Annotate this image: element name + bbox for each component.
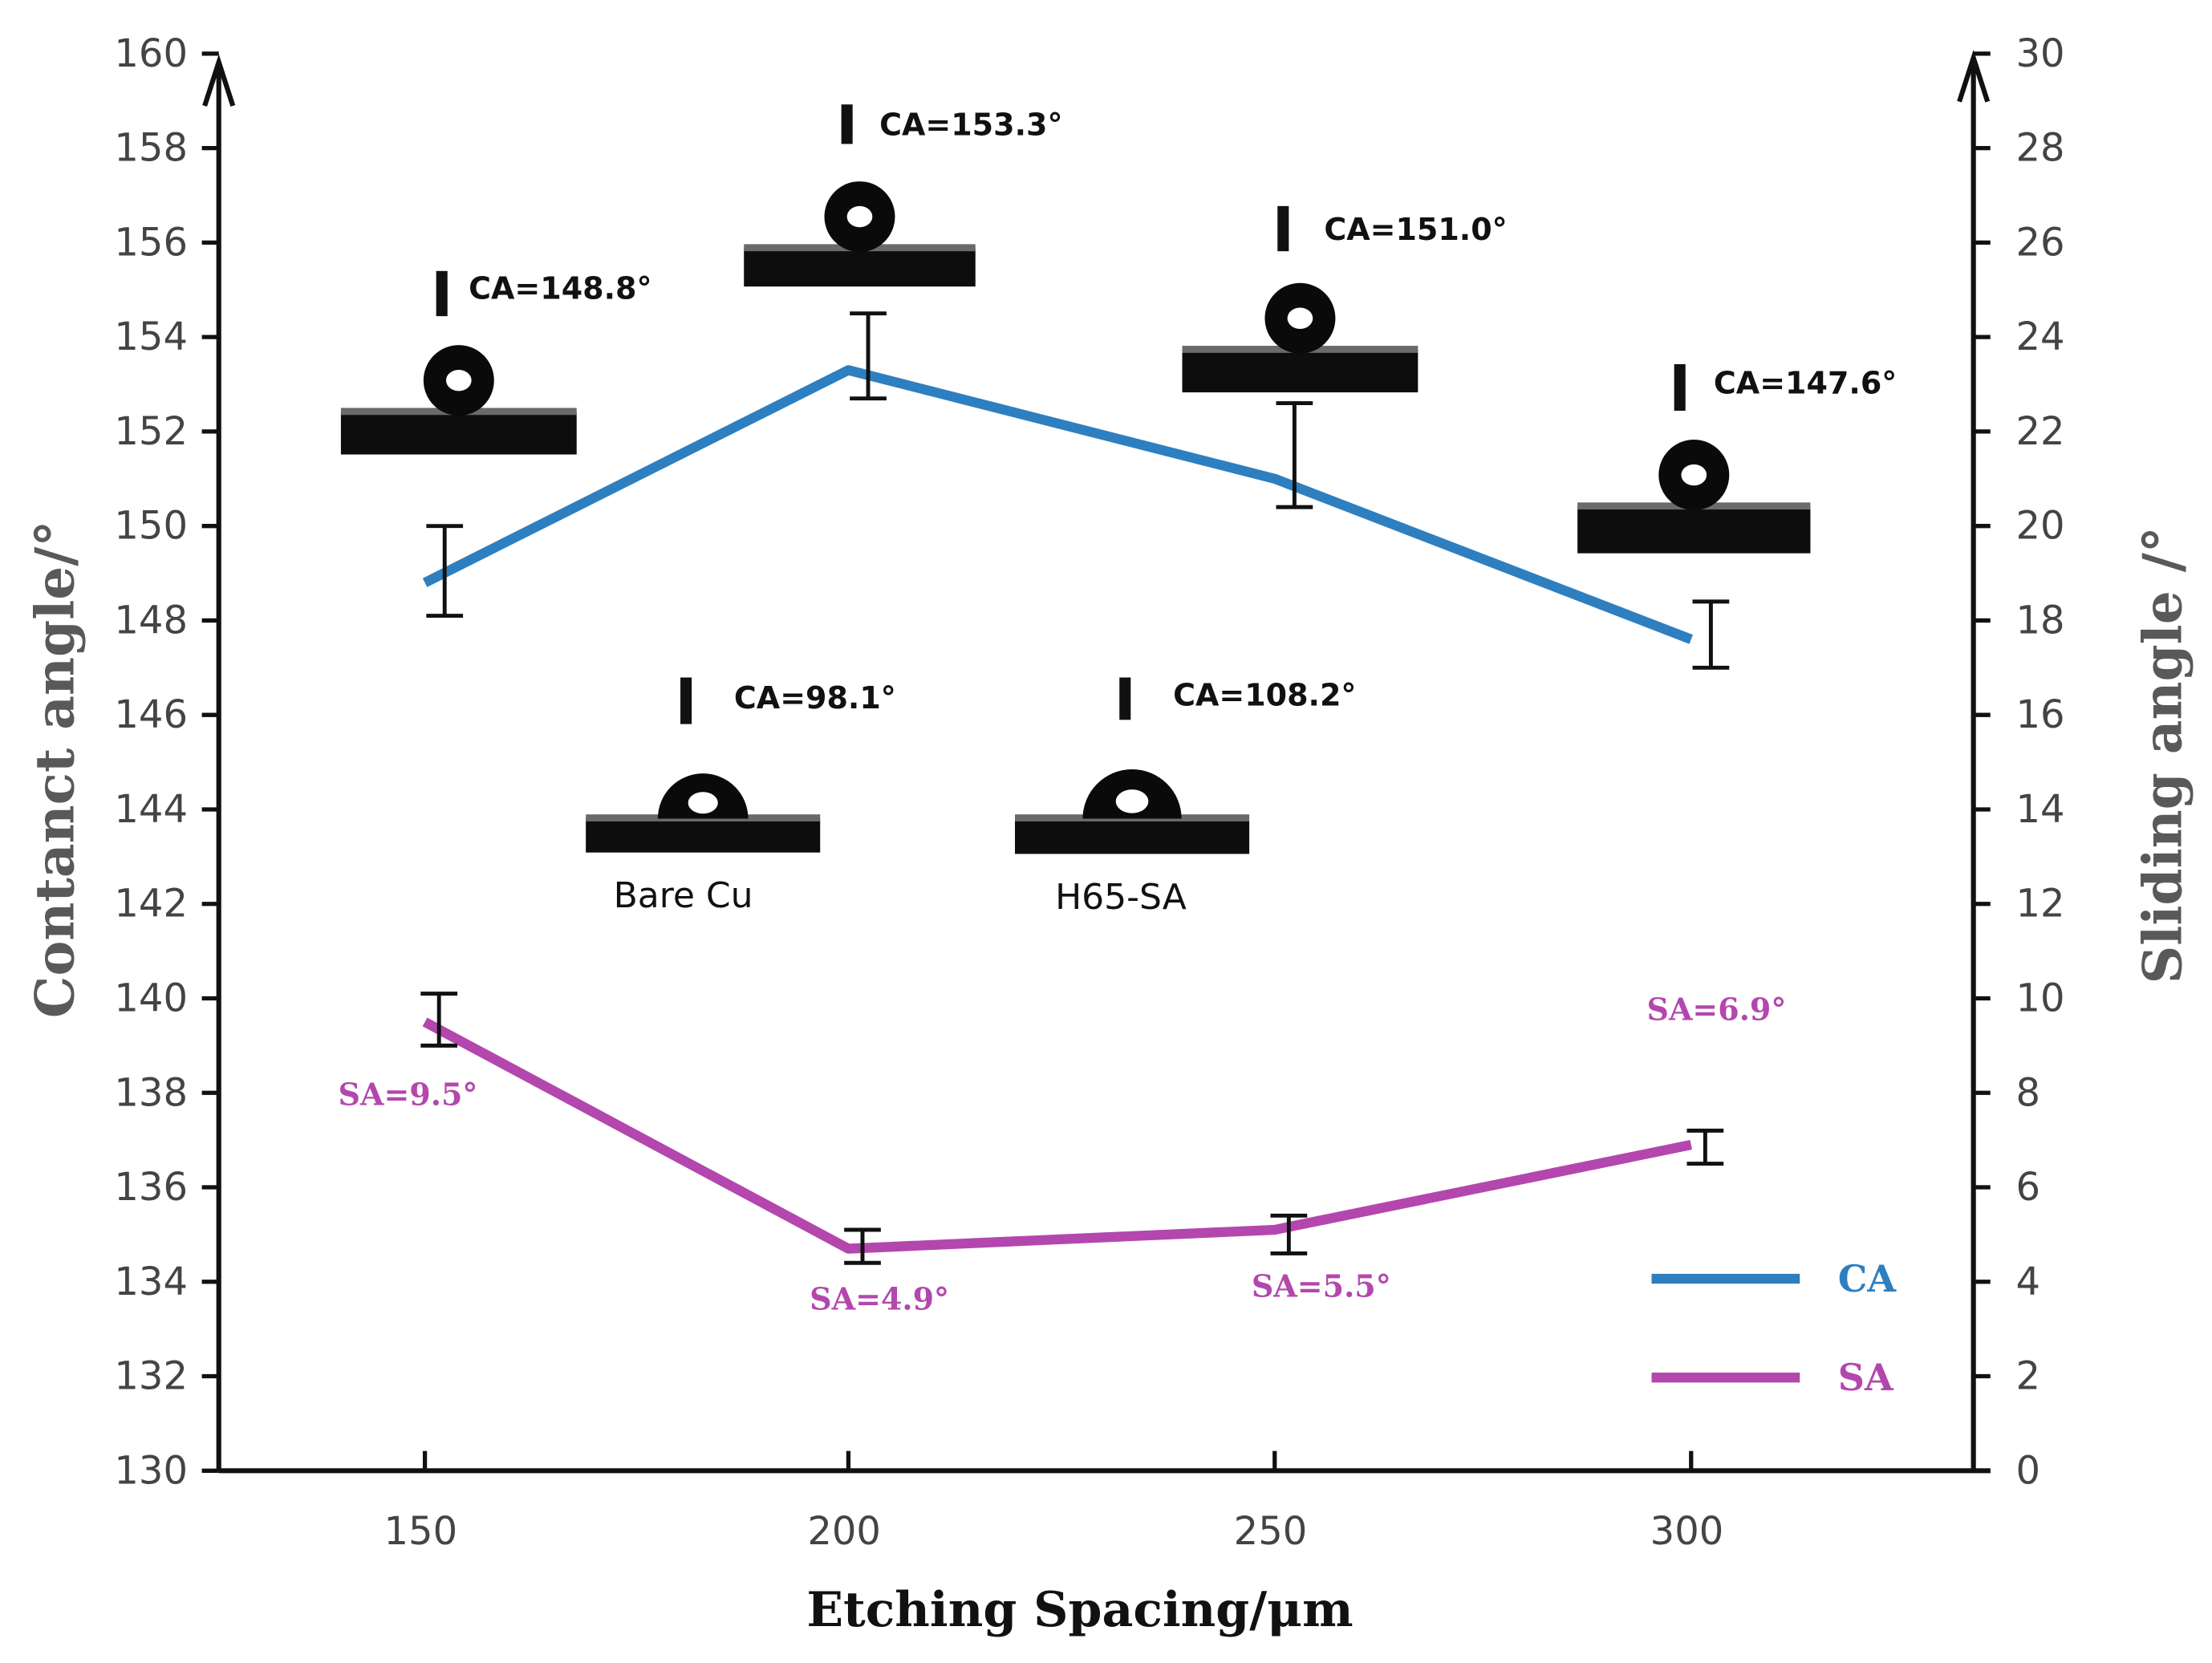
left-tick-label: 136 <box>114 1165 188 1210</box>
droplet-highlight <box>846 205 873 228</box>
droplet-photo-300 <box>1577 440 1811 554</box>
droplet-photo-250 <box>1182 282 1419 393</box>
left-tick-label: 154 <box>114 314 188 359</box>
x-tick-label: 300 <box>1650 1509 1724 1554</box>
sa-label: SA=5.5° <box>1252 1268 1391 1304</box>
legend-label-sa: SA <box>1838 1356 1894 1399</box>
sample-name-label: H65-SA <box>1055 877 1187 918</box>
left-tick-label: 146 <box>114 692 188 737</box>
series <box>420 311 1730 1265</box>
right-tick-label: 14 <box>2015 787 2064 832</box>
error-bar-ca <box>850 311 887 401</box>
legend: CA SA <box>1651 1257 1897 1399</box>
left-tick-label: 160 <box>114 31 188 76</box>
x-tick-label: 150 <box>384 1509 457 1554</box>
substrate <box>340 412 577 455</box>
x-tick-label: 200 <box>807 1509 881 1554</box>
right-tick-label: 0 <box>2015 1448 2040 1493</box>
error-bar-sa <box>844 1227 881 1265</box>
x-axis-title: Etching Spacing/μm <box>806 1582 1353 1638</box>
right-axis-title: Sliding angle /° <box>2131 526 2194 984</box>
right-tick-label: 4 <box>2015 1259 2040 1304</box>
right-tick-label: 16 <box>2015 692 2064 737</box>
left-axis-title: Contanct angle/° <box>23 521 86 1019</box>
droplet-highlight <box>1287 307 1313 329</box>
error-bar-sa <box>1686 1128 1724 1166</box>
annotations: CA=148.8° CA=153.3° CA=151.0° CA=147.6° CA=9… <box>339 107 1897 1317</box>
substrate <box>586 818 821 853</box>
right-axis-arrow-icon <box>1957 50 1991 103</box>
left-tick-label: 140 <box>114 975 188 1020</box>
droplet-photos <box>340 104 1811 854</box>
left-tick-label: 132 <box>114 1354 188 1399</box>
right-tick-label: 24 <box>2015 314 2064 359</box>
droplet-highlight <box>1115 789 1149 813</box>
droplet-photo-150 <box>340 345 577 455</box>
droplet-highlight <box>445 369 472 391</box>
left-tick-label: 152 <box>114 409 188 454</box>
right-tick-label: 2 <box>2015 1354 2040 1399</box>
droplet-photo-bare-cu <box>586 773 821 853</box>
error-bar-ca <box>1276 401 1313 509</box>
droplet-highlight <box>1681 464 1707 486</box>
left-tick-label: 142 <box>114 882 188 927</box>
error-bar-sa <box>1270 1213 1308 1255</box>
right-tick-label: 6 <box>2015 1165 2040 1210</box>
left-tick-label: 156 <box>114 220 188 265</box>
right-tick-label: 12 <box>2015 882 2064 927</box>
left-tick-label: 158 <box>114 126 188 171</box>
substrate <box>1015 818 1250 854</box>
droplet-photo-h65-sa <box>1015 769 1250 854</box>
left-tick-label: 148 <box>114 598 188 643</box>
ca-label: CA=151.0° <box>1324 212 1507 247</box>
ca-label: CA=153.3° <box>879 107 1062 143</box>
sample-name-label: Bare Cu <box>614 875 753 916</box>
left-tick-label: 134 <box>114 1259 188 1304</box>
x-tick-label: 250 <box>1234 1509 1308 1554</box>
right-tick-label: 8 <box>2015 1070 2040 1115</box>
error-bar-sa <box>420 992 458 1048</box>
series-line-sa <box>422 1017 1693 1254</box>
error-bar-ca <box>426 524 464 619</box>
right-tick-label: 10 <box>2015 975 2064 1020</box>
substrate <box>744 248 976 287</box>
needle-200 <box>841 104 853 144</box>
tick-labels: 1301321341361381401421441461481501521541… <box>23 31 2194 1638</box>
left-axis-arrow-icon <box>202 54 236 107</box>
ca-label: CA=147.6° <box>1714 366 1897 401</box>
needle-300 <box>1674 363 1686 411</box>
ca-label: CA=148.8° <box>469 271 651 306</box>
right-tick-label: 22 <box>2015 409 2064 454</box>
left-tick-label: 138 <box>114 1070 188 1115</box>
needle-h65-sa <box>1119 677 1131 720</box>
substrate <box>1182 350 1419 393</box>
substrate <box>1577 506 1811 554</box>
left-tick-label: 150 <box>114 504 188 549</box>
left-tick-label: 130 <box>114 1448 188 1493</box>
needle-bare-cu <box>680 677 692 724</box>
sa-label: SA=4.9° <box>810 1280 949 1316</box>
right-tick-label: 30 <box>2015 31 2064 76</box>
needle-250 <box>1277 205 1289 252</box>
series-line-ca <box>422 365 1693 644</box>
droplet-highlight <box>688 792 718 814</box>
droplet-photo-200 <box>744 181 976 287</box>
reference-ca-label: CA=98.1° <box>734 680 896 716</box>
right-tick-label: 28 <box>2015 126 2064 171</box>
right-tick-label: 20 <box>2015 504 2064 549</box>
left-tick-label: 144 <box>114 787 188 832</box>
right-tick-label: 18 <box>2015 598 2064 643</box>
right-tick-label: 26 <box>2015 220 2064 265</box>
axes <box>201 50 1991 1474</box>
reference-ca-label: CA=108.2° <box>1173 677 1356 712</box>
legend-label-ca: CA <box>1838 1257 1897 1300</box>
sa-label: SA=9.5° <box>339 1076 478 1112</box>
sa-label: SA=6.9° <box>1647 992 1787 1028</box>
needle-150 <box>436 270 448 317</box>
error-bar-ca <box>1692 599 1730 670</box>
